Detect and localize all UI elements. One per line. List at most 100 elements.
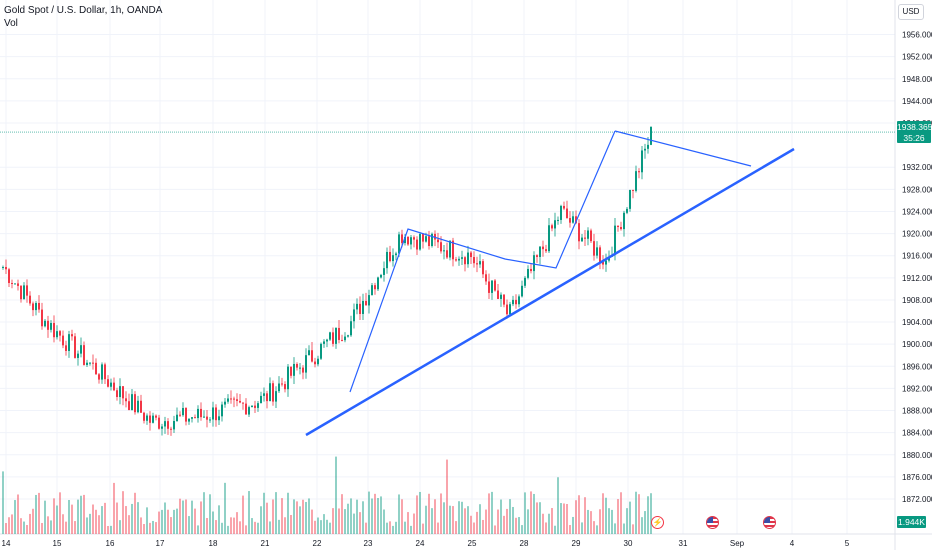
candle-body bbox=[263, 393, 265, 396]
candle-body bbox=[305, 355, 307, 373]
price-axis-label: 1948.000 bbox=[902, 75, 932, 84]
volume-bar bbox=[77, 499, 79, 534]
volume-bar bbox=[617, 499, 619, 534]
candle-body bbox=[329, 332, 331, 340]
candle-body bbox=[197, 408, 199, 419]
candle-body bbox=[449, 240, 451, 258]
volume-bar bbox=[32, 508, 34, 534]
currency-button[interactable]: USD bbox=[898, 4, 924, 20]
volume-bar bbox=[635, 491, 637, 534]
candle-body bbox=[458, 258, 460, 261]
candle-body bbox=[434, 233, 436, 240]
candle-body bbox=[53, 322, 55, 338]
volume-bar bbox=[536, 502, 538, 534]
volume-bar bbox=[638, 494, 640, 534]
volume-bar bbox=[425, 505, 427, 534]
volume-bar bbox=[554, 525, 556, 534]
volume-bar bbox=[350, 498, 352, 534]
candle-body bbox=[476, 263, 478, 265]
us-flag-icon[interactable] bbox=[763, 516, 776, 529]
candle-body bbox=[614, 225, 616, 255]
candle-body bbox=[302, 367, 304, 373]
candle-body bbox=[380, 274, 382, 278]
volume-bar bbox=[128, 515, 130, 534]
volume-bar bbox=[380, 496, 382, 534]
volume-bar bbox=[20, 518, 22, 534]
candle-body bbox=[416, 239, 418, 250]
volume-bar bbox=[569, 525, 571, 534]
candle-body bbox=[272, 383, 274, 402]
candle-body bbox=[509, 304, 511, 315]
candle-body bbox=[242, 402, 244, 404]
candle-body bbox=[446, 250, 448, 258]
candle-body bbox=[563, 205, 565, 209]
candle-body bbox=[191, 417, 193, 419]
candle-body bbox=[155, 415, 157, 418]
volume-bar bbox=[218, 505, 220, 534]
candle-body bbox=[482, 261, 484, 275]
volume-bar bbox=[602, 493, 604, 534]
symbol-title[interactable]: Gold Spot / U.S. Dollar, 1h, OANDA bbox=[4, 5, 163, 16]
volume-bar bbox=[560, 503, 562, 534]
candle-body bbox=[575, 216, 577, 224]
candle-body bbox=[326, 339, 328, 342]
candle-body bbox=[572, 216, 574, 223]
volume-bar bbox=[296, 501, 298, 534]
candle-body bbox=[368, 295, 370, 306]
volume-bar bbox=[374, 493, 376, 534]
candle-body bbox=[632, 189, 634, 191]
candle-body bbox=[137, 400, 139, 413]
candle-body bbox=[311, 350, 313, 362]
price-axis-label: 1912.000 bbox=[902, 274, 932, 283]
volume-bar bbox=[137, 502, 139, 534]
candle-body bbox=[293, 363, 295, 376]
volume-bar bbox=[629, 501, 631, 534]
candle-body bbox=[629, 189, 631, 209]
volume-bar bbox=[11, 514, 13, 534]
volume-bar bbox=[542, 513, 544, 534]
volume-bar bbox=[8, 517, 10, 534]
volume-bar bbox=[575, 500, 577, 534]
volume-bar bbox=[236, 512, 238, 534]
volume-indicator-label[interactable]: Vol bbox=[4, 18, 18, 29]
candle-body bbox=[596, 247, 598, 256]
candle-body bbox=[290, 366, 292, 376]
volume-bar bbox=[428, 493, 430, 534]
candle-body bbox=[542, 246, 544, 250]
candle-body bbox=[218, 416, 220, 421]
volume-bar bbox=[482, 519, 484, 534]
bolt-icon[interactable]: ⚡ bbox=[651, 516, 664, 529]
candle-body bbox=[128, 401, 130, 411]
volume-bar bbox=[611, 509, 613, 534]
candle-body bbox=[569, 218, 571, 223]
volume-bar bbox=[275, 492, 277, 534]
volume-bar bbox=[458, 501, 460, 534]
volume-bar bbox=[2, 471, 4, 534]
volume-bar bbox=[194, 508, 196, 534]
volume-bar bbox=[254, 521, 256, 534]
candle-body bbox=[68, 334, 70, 351]
volume-bar bbox=[572, 516, 574, 534]
candle-body bbox=[428, 236, 430, 247]
volume-bar bbox=[551, 508, 553, 534]
volume-bar bbox=[491, 491, 493, 534]
volume-bar bbox=[314, 520, 316, 534]
us-flag-icon[interactable] bbox=[706, 516, 719, 529]
volume-bar bbox=[401, 499, 403, 534]
volume-bar bbox=[443, 502, 445, 534]
candle-body bbox=[371, 285, 373, 296]
volume-bar bbox=[449, 505, 451, 534]
volume-bar bbox=[644, 511, 646, 534]
candle-body bbox=[635, 171, 637, 191]
candle-body bbox=[473, 257, 475, 264]
candle-body bbox=[620, 227, 622, 230]
candle-body bbox=[578, 223, 580, 242]
candle-body bbox=[410, 237, 412, 245]
candle-body bbox=[269, 383, 271, 402]
volume-bar bbox=[110, 525, 112, 534]
candle-body bbox=[116, 390, 118, 398]
candle-body bbox=[17, 283, 19, 286]
last-price-value: 1938.365 bbox=[897, 122, 932, 132]
